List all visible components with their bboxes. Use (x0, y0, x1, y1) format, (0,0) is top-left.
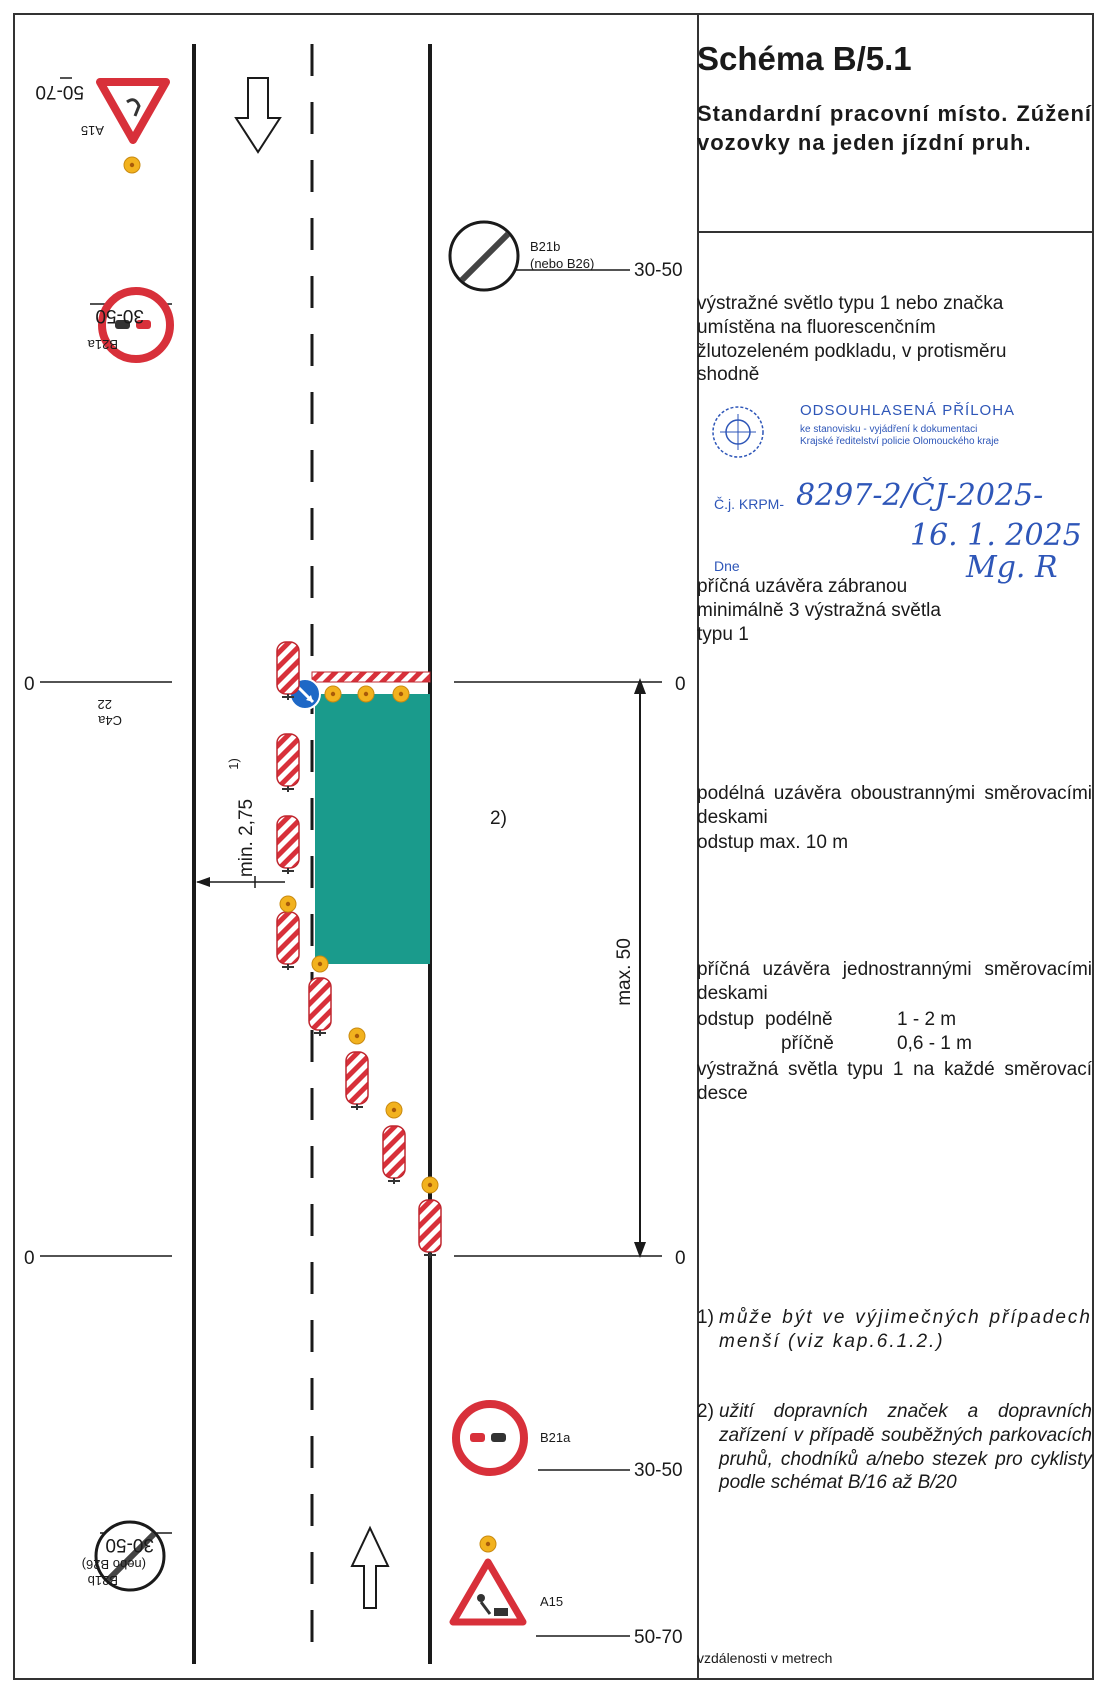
stamp-cj-value: 8297-2/ČJ-2025- (796, 478, 1044, 513)
footnote-1-num: 1) (697, 1307, 714, 1328)
label-b21b: B21b (530, 239, 560, 254)
footnote1-ref: 1) (226, 758, 241, 770)
max50-dimension (634, 678, 646, 1258)
longitudinal-boards (276, 641, 300, 971)
units-note: vzdálenosti v metrech (697, 1650, 833, 1666)
dist-30-50-left-top: 30-50 (95, 305, 144, 326)
footnote-2-num: 2) (697, 1401, 714, 1422)
label-c4a: C4a (97, 713, 122, 728)
taper-boards (308, 955, 442, 1259)
zero-right-top: 0 (675, 674, 686, 695)
dist-50-70-top: 50-70 (35, 81, 84, 102)
dist-50-70-bottom: 50-70 (634, 1627, 683, 1648)
stamp-heading: ODSOUHLASENÁ PŘÍLOHA (800, 402, 1016, 419)
spacing-long-value: 1 - 2 m (897, 1009, 957, 1030)
note-spacing-table: odstup podélně 1 - 2 m příčně 0,6 - 1 m (697, 1008, 1027, 1056)
work-zone-area (315, 694, 430, 964)
barrier-lights (324, 685, 410, 703)
stamp-dne-label: Dne (714, 558, 740, 574)
label-b21a: B21a (540, 1430, 571, 1445)
footnote2-ref: 2) (490, 808, 507, 829)
footnote-2: 2) užití dopravních značek a dopravních … (697, 1400, 1092, 1495)
min-width-label: min. 2,75 (236, 799, 257, 877)
spacing-long-label: podélně (765, 1009, 833, 1030)
approval-stamp: ODSOUHLASENÁ PŘÍLOHA ke stanovisku - vyj… (710, 400, 1105, 690)
footnote-2-text: užití dopravních značek a dopravních zař… (719, 1401, 1092, 1494)
footnote-1: 1) může být ve výjimečných případech men… (697, 1306, 1092, 1354)
note-warning-light: výstražné světlo typu 1 nebo značka umís… (697, 293, 1007, 386)
footnote-1-text: může být ve výjimečných případech menší … (719, 1307, 1092, 1352)
min-width-dimension (196, 876, 285, 888)
stamp-cj-label: Č.j. KRPM- (714, 496, 784, 512)
dist-30-50-left-bottom: 30-50 (105, 1534, 154, 1555)
dist-30-50-top: 30-50 (634, 260, 683, 281)
label-b21b-bottom: B21b (88, 1573, 118, 1588)
note-transverse-barrier: příčná uzávěra zábranou minimálně 3 výst… (697, 576, 941, 645)
label-b26-alt-bottom: (nebo B26) (82, 1557, 146, 1572)
zero-left-top: 0 (24, 674, 35, 695)
label-a15: A15 (540, 1594, 563, 1609)
max50-label: max. 50 (614, 938, 635, 1006)
b21a-sign-top (102, 291, 170, 359)
a15-sign-top (100, 82, 166, 174)
note-longitudinal: podélná uzávěra oboustrannými směrovacím… (697, 783, 1092, 828)
zero-right-bottom: 0 (675, 1248, 686, 1269)
spacing-label: odstup (697, 1009, 755, 1030)
label-c4a-num: 22 (98, 697, 112, 712)
stamp-seal-icon (712, 406, 764, 458)
stamp-line2: Krajské ředitelství policie Olomouckého … (800, 436, 999, 447)
zero-left-bottom: 0 (24, 1248, 35, 1269)
spacing-trans-value: 0,6 - 1 m (897, 1032, 972, 1054)
transverse-barrier (311, 671, 431, 683)
stamp-signature: Mg. R (966, 550, 1058, 585)
b21a-sign-bottom (456, 1404, 524, 1472)
frame-border (13, 13, 1094, 1680)
spacing-trans-label: příčně (781, 1032, 834, 1054)
arrow-up-icon (350, 1525, 390, 1609)
b21b-sign-top (448, 220, 520, 292)
dist-30-50-bottom: 30-50 (634, 1460, 683, 1481)
reference-lines (40, 77, 662, 1637)
label-a15-top: A15 (81, 123, 104, 138)
stamp-line1: ke stanovisku - vyjádření k dokumentaci (800, 424, 978, 435)
label-b21a-top: B21a (87, 337, 118, 352)
note-transverse-boards: příčná uzávěra jednostrannými směrovacím… (697, 959, 1092, 1004)
arrow-down-icon (234, 77, 282, 154)
b21b-sign-bottom (94, 1520, 166, 1592)
page-subtitle: Standardní pracovní místo. Zúžení vozovk… (697, 101, 1092, 155)
note-lights-each: výstražná světla typu 1 na každé směrova… (697, 1059, 1092, 1104)
page-title: Schéma B/5.1 (697, 40, 912, 77)
note-longitudinal-spacing: odstup max. 10 m (697, 832, 849, 853)
stamp-date: 16. 1. 2025 (910, 518, 1082, 553)
a15-sign-bottom (449, 1535, 527, 1626)
label-b26-alt: (nebo B26) (530, 256, 594, 271)
